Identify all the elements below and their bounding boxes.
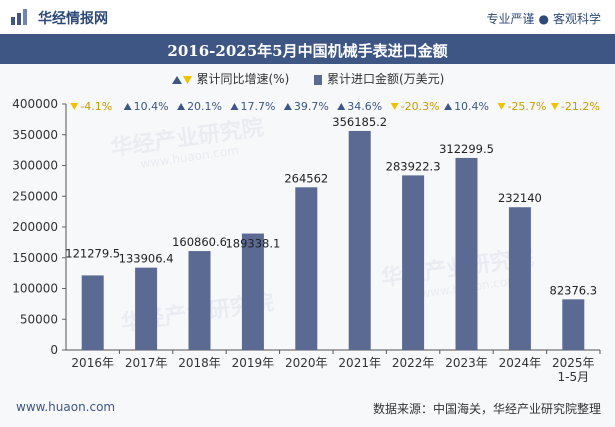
y-tick-label: 400000 <box>12 97 58 111</box>
footer-site: www.huaon.com <box>16 400 116 414</box>
bullet-icon: ● <box>538 12 549 26</box>
growth-rate-label: 34.6% <box>347 100 382 113</box>
x-tick-label: 2019年 <box>232 356 275 370</box>
growth-up-marker <box>337 103 346 110</box>
bar <box>135 267 158 350</box>
x-tick-label: 1-5月 <box>557 370 589 384</box>
bar <box>241 233 264 350</box>
growth-down-marker <box>497 103 506 110</box>
bar-value-label: 356185.2 <box>332 115 387 129</box>
growth-rate-label: -21.2% <box>561 100 600 113</box>
growth-up-marker <box>177 103 186 110</box>
x-tick-label: 2021年 <box>338 356 381 370</box>
growth-rate-label: 10.4% <box>454 100 489 113</box>
chart-title: 2016-2025年5月中国机械手表进口金额 <box>167 42 448 60</box>
slogan-right: 客观科学 <box>552 12 601 26</box>
growth-rate-label: -20.3% <box>401 100 440 113</box>
bar <box>81 275 104 350</box>
growth-rate-label: -4.1% <box>80 100 112 113</box>
growth-up-marker <box>283 103 292 110</box>
x-tick-label: 2024年 <box>499 356 542 370</box>
growth-rate-label: 39.7% <box>294 100 329 113</box>
footer-source: 数据来源：中国海关，华经产业研究院整理 <box>372 402 601 416</box>
legend: 累计同比增速(%) 累计进口金额(万美元) <box>0 70 615 90</box>
growth-rate-label: -25.7% <box>507 100 546 113</box>
brand-name: 华经情报网 <box>38 11 108 27</box>
x-tick-label: 2017年 <box>125 356 168 370</box>
bar <box>295 187 318 350</box>
growth-rate-label: 17.7% <box>240 100 275 113</box>
y-tick-label: 300000 <box>12 159 58 173</box>
growth-down-marker <box>70 103 79 110</box>
y-tick-label: 250000 <box>12 189 58 203</box>
logo-icon <box>11 9 27 25</box>
x-tick-label: 2018年 <box>178 356 221 370</box>
slogan-left: 专业严谨 <box>486 12 535 26</box>
bar <box>562 299 585 350</box>
top-bar: 华经情报网 专业严谨 ● 客观科学 <box>0 0 615 34</box>
legend-rate-label: 累计同比增速(%) <box>196 72 290 86</box>
growth-rate-label: 10.4% <box>134 100 169 113</box>
bar-value-label: 82376.3 <box>550 283 598 297</box>
bar <box>455 157 478 350</box>
legend-amount: 累计进口金额(万美元) <box>313 70 444 87</box>
bar-value-label: 232140 <box>498 191 542 205</box>
growth-rate-label: 20.1% <box>187 100 222 113</box>
bar-value-label: 160860.6 <box>172 235 227 249</box>
bar <box>348 130 371 350</box>
bar-value-label: 121279.5 <box>65 246 120 260</box>
x-tick-label: 2022年 <box>392 356 435 370</box>
x-tick-label: 2020年 <box>285 356 328 370</box>
growth-down-marker <box>390 103 399 110</box>
y-tick-label: 0 <box>50 343 58 357</box>
legend-bar-icon <box>314 74 323 85</box>
legend-amount-label: 累计进口金额(万美元) <box>326 72 445 86</box>
bar-value-label: 133906.4 <box>119 252 174 266</box>
growth-up-marker <box>444 103 453 110</box>
bar-chart: 0 50000 100000 150000 200000 250000 300000 3500… <box>12 97 601 384</box>
bar-value-label: 312299.5 <box>439 142 494 156</box>
bar-value-label: 264562 <box>284 171 328 185</box>
y-tick-label: 200000 <box>12 220 58 234</box>
bar-value-label: 189338.1 <box>225 237 280 251</box>
growth-down-marker <box>550 103 559 110</box>
growth-up-marker <box>230 103 239 110</box>
y-tick-label: 100000 <box>12 282 58 296</box>
bar <box>188 251 211 350</box>
legend-rate: 累计同比增速(%) <box>171 70 290 87</box>
bar <box>402 175 425 350</box>
title-bar: 2016-2025年5月中国机械手表进口金额 <box>0 34 615 64</box>
slogan: 专业严谨 ● 客观科学 <box>486 10 601 27</box>
y-tick-label: 50000 <box>20 312 58 326</box>
bar <box>508 207 531 350</box>
x-tick-label: 2016年 <box>71 356 114 370</box>
y-tick-label: 350000 <box>12 128 58 142</box>
bar-value-label: 283922.3 <box>386 159 441 173</box>
y-tick-label: 150000 <box>12 251 58 265</box>
legend-rate-icon <box>171 75 192 84</box>
x-tick-label: 2023年 <box>445 356 488 370</box>
x-tick-label: 2025年 <box>552 356 595 370</box>
growth-up-marker <box>123 103 132 110</box>
